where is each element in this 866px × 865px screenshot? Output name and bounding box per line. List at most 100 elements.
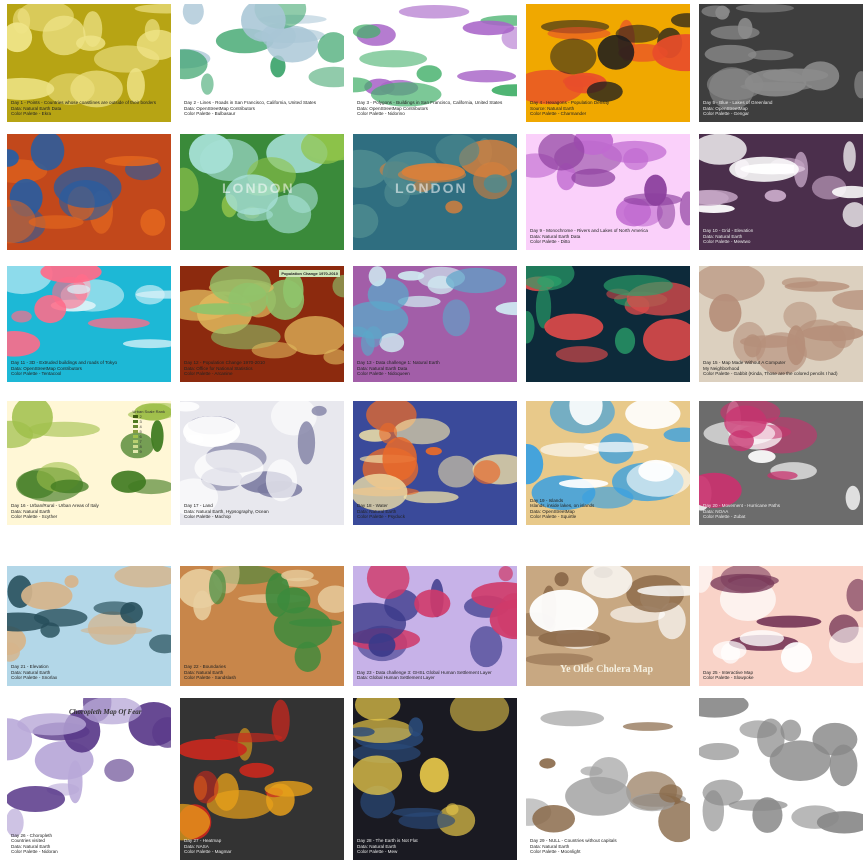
- map-thumbnail-day13[interactable]: Day 13 - Data challenge 1: Natural Earth…: [353, 266, 517, 382]
- map-thumbnail-day24[interactable]: Ye Olde Cholera Map: [526, 566, 690, 686]
- map-thumbnail-day09[interactable]: Day 9 - Monochrome - Rivers and Lakes of…: [526, 134, 690, 250]
- map-thumbnail-day01[interactable]: Day 1 - Points - Countries whose coastli…: [7, 4, 171, 122]
- map-thumbnail-day06[interactable]: [7, 134, 171, 250]
- caption-line: Day 3 - Polygons - Buildings in San Fran…: [357, 100, 503, 106]
- map-caption: Day 12 - Population Change 1970-2010 Data…: [184, 360, 340, 377]
- caption-line: Day 25 - Interactive Map: [703, 669, 754, 675]
- map-image: [353, 401, 517, 525]
- caption-line: Day 11 - 3D - Extruded buildings and roa…: [11, 360, 118, 366]
- map-caption: Day 21 - Elevation Data: Natural Earth Col…: [11, 664, 167, 681]
- map-thumbnail-day27[interactable]: Day 27 - Heatmap Data: NASA Color Palette …: [180, 698, 344, 860]
- map-image: [699, 698, 863, 860]
- legend-item: 3: [132, 419, 165, 424]
- legend-item: 2: [132, 414, 165, 419]
- map-thumbnail-day16[interactable]: Urban Scale Rank 2 3 4 5 6 7 8 9 Day 16 - Urban/R…: [7, 401, 171, 525]
- map-image: [353, 266, 517, 382]
- caption-line: Data: Natural Earth: [184, 669, 224, 675]
- map-thumbnail-day08[interactable]: LONDON: [353, 134, 517, 250]
- map-thumbnail-day03[interactable]: Day 3 - Polygons - Buildings in San Fran…: [353, 4, 517, 122]
- legend-item: 8: [132, 444, 165, 449]
- caption-line: Day 13 - Data challenge 1: Natural Earth: [357, 360, 440, 366]
- map-thumbnail-day05[interactable]: Day 5 - Blue - Lakes of Greenland Data: O…: [699, 4, 863, 122]
- caption-line: Data: Natural Earth, Hypsography, Ocean: [184, 508, 269, 514]
- caption-line: Day 20 - Movement - Hurricane Paths: [703, 503, 781, 509]
- caption-line: Day 21 - Elevation: [11, 664, 49, 670]
- map-image: [353, 566, 517, 686]
- map-title: LONDON: [222, 180, 295, 196]
- caption-line: Data: Natural Earth Data: [11, 105, 62, 111]
- map-caption: Day 3 - Polygons - Buildings in San Fran…: [357, 100, 513, 117]
- map-thumbnail-day12[interactable]: Population Change 1970-2010 Day 12 - Popu…: [180, 266, 344, 382]
- map-thumbnail-day02[interactable]: Day 2 - Lines - Roads in San Francisco, …: [180, 4, 344, 122]
- map-image: [526, 266, 690, 382]
- map-image: [7, 4, 171, 122]
- legend-item: 6: [132, 434, 165, 439]
- map-thumbnail-day04[interactable]: Day 4 - Hexagons - Population Density Sou…: [526, 4, 690, 122]
- map-image: [7, 401, 171, 525]
- caption-line: Data: OpenStreetMap Contributors: [357, 105, 428, 111]
- caption-line: Day 17 - Land: [184, 503, 213, 509]
- caption-line: Source: Natural Earth: [530, 105, 575, 111]
- map-thumbnail-day26[interactable]: Choropleth Map Of Fear Day 26 - Choroplet…: [7, 698, 171, 860]
- caption-line: Day 10 - Grid - Elevation: [703, 228, 754, 234]
- caption-line: Color Palette - Ditto: [530, 239, 571, 245]
- map-caption: Day 16 - Urban/Rural - Urban Areas of It…: [11, 503, 167, 520]
- map-thumbnail-day18[interactable]: Day 18 - Water Data: Natural Earth Color P…: [353, 401, 517, 525]
- map-caption: Day 22 - Boundaries Data: Natural Earth Co…: [184, 664, 340, 681]
- legend-item: 7: [132, 439, 165, 444]
- map-caption: Day 26 - Choropleth Countries visited Data…: [11, 833, 167, 855]
- map-thumbnail-day30[interactable]: [699, 698, 863, 860]
- map-caption: Day 28 - The Earth is Not Flat Data: Natu…: [357, 838, 513, 855]
- map-caption: Day 27 - Heatmap Data: NASA Color Palette …: [184, 838, 340, 855]
- caption-line: Data: OpenStreetMap Contributors: [11, 365, 82, 371]
- caption-line: Color Palette - Gengar: [703, 111, 749, 117]
- caption-line: Data: Natural Earth: [11, 508, 51, 514]
- caption-line: Day 29 - NULL - Countries without capita…: [530, 838, 617, 844]
- map-caption: Day 4 - Hexagons - Population Density Sou…: [530, 100, 686, 117]
- map-image: [7, 266, 171, 382]
- caption-line: Day 27 - Heatmap: [184, 838, 222, 844]
- map-thumbnail-day07[interactable]: LONDON: [180, 134, 344, 250]
- caption-line: Data: OpenStreetMap: [530, 508, 575, 514]
- caption-line: Day 19 - Islands: [530, 497, 564, 503]
- caption-line: Color Palette - Magmar: [184, 849, 232, 855]
- map-caption: Day 17 - Land Data: Natural Earth, Hypsog…: [184, 503, 340, 520]
- map-thumbnail-day19[interactable]: Day 19 - Islands Islands, inside lakes, o…: [526, 401, 690, 525]
- caption-line: Color Palette - Nidoqueen: [357, 371, 410, 377]
- legend-title: Population Change 1970-2010: [279, 270, 340, 277]
- caption-line: Data: Natural Earth: [703, 233, 743, 239]
- map-thumbnail-day23[interactable]: Day 23 - Data challenge 3: GHSL Global H…: [353, 566, 517, 686]
- map-thumbnail-day29[interactable]: Day 29 - NULL - Countries without capita…: [526, 698, 690, 860]
- map-thumbnail-day15[interactable]: Day 15 - Map Made Without A Computer My N…: [699, 266, 863, 382]
- caption-line: Data: Natural Earth: [11, 669, 51, 675]
- map-image: [7, 698, 171, 860]
- legend-item: 5: [132, 429, 165, 434]
- map-thumbnail-day10[interactable]: Day 10 - Grid - Elevation Data: Natural E…: [699, 134, 863, 250]
- caption-line: Data: Natural Earth: [357, 508, 397, 514]
- map-image: [180, 134, 344, 250]
- map-image: [699, 134, 863, 250]
- caption-line: My Neighborhood: [703, 365, 740, 371]
- map-image: [699, 4, 863, 122]
- map-thumbnail-day17[interactable]: Day 17 - Land Data: Natural Earth, Hypsog…: [180, 401, 344, 525]
- map-image: [7, 566, 171, 686]
- map-thumbnail-day21[interactable]: Day 21 - Elevation Data: Natural Earth Col…: [7, 566, 171, 686]
- map-caption: Day 10 - Grid - Elevation Data: Natural E…: [703, 228, 859, 245]
- map-caption: Day 2 - Lines - Roads in San Francisco, …: [184, 100, 340, 117]
- map-image: [180, 401, 344, 525]
- caption-line: Data: NOAA: [703, 508, 729, 514]
- caption-line: Countries visited: [11, 838, 45, 844]
- map-thumbnail-day22[interactable]: Day 22 - Boundaries Data: Natural Earth Co…: [180, 566, 344, 686]
- map-thumbnail-day25[interactable]: Day 25 - Interactive Map Color Palette - …: [699, 566, 863, 686]
- map-thumbnail-day20[interactable]: Day 20 - Movement - Hurricane Paths Data:…: [699, 401, 863, 525]
- map-thumbnail-day28[interactable]: Day 28 - The Earth is Not Flat Data: Natu…: [353, 698, 517, 860]
- map-image: [353, 134, 517, 250]
- caption-line: Color Palette - Snorlax: [11, 675, 58, 681]
- map-caption: Day 1 - Points - Countries whose coastli…: [11, 100, 167, 117]
- map-title: LONDON: [395, 180, 468, 196]
- map-thumbnail-day11[interactable]: Day 11 - 3D - Extruded buildings and roa…: [7, 266, 171, 382]
- map-image: [526, 566, 690, 686]
- map-caption: Day 9 - Monochrome - Rivers and Lakes of…: [530, 228, 686, 245]
- map-thumbnail-day14[interactable]: [526, 266, 690, 382]
